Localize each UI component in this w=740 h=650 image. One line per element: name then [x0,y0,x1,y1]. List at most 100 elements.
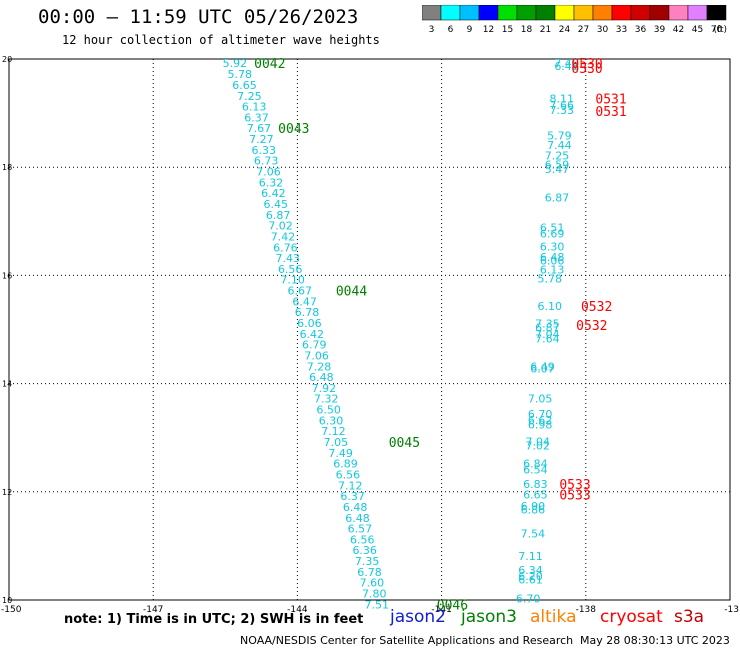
wave-height-value: 6.20 [518,570,543,583]
wave-height-value: 5.79 [547,129,572,142]
wave-height-value: 6.56 [336,468,361,481]
wave-height-value: 7.35 [355,555,380,568]
wave-height-value: 6.78 [357,566,382,579]
wave-height-value: 7.02 [268,220,293,233]
wave-height-value: 6.76 [273,241,298,254]
wave-height-value: 7.44 [547,139,572,152]
wave-height-value: 6.37 [244,111,269,124]
page-title: 00:00 – 11:59 UTC 05/26/2023 [38,6,359,28]
wave-height-value: 7.06 [304,349,329,362]
wave-height-value: 8.11 [550,92,575,105]
wave-height-value: 6.84 [523,458,548,471]
credit-text: NOAA/NESDIS Center for Satellite Applica… [240,634,574,647]
wave-height-value: 6.48 [309,371,334,384]
wave-height-value: 6.32 [259,176,284,189]
page-subtitle: 12 hour collection of altimeter wave hei… [62,33,380,47]
scale-tick-label: 6 [448,25,454,35]
wave-height-value: 7.25 [545,149,570,162]
wave-height-value: 6.48 [540,251,565,264]
scale-tick-label: 70 [711,25,723,35]
wave-height-value: 6.69 [540,228,565,241]
wave-height-value: 7.05 [528,393,553,406]
satellite-label-s3a: s3a [674,607,705,627]
wave-height-value: 6.98 [528,419,553,432]
wave-height-value: 7.46 [554,57,579,70]
scale-swatch [706,5,727,21]
scale-tick-label: 18 [521,25,533,35]
wave-height-value: 6.70 [528,408,553,421]
wave-height-value: 7.66 [550,99,575,112]
satellite-label-jason3: jason3 [461,607,517,627]
wave-height-value: 7.32 [314,393,339,406]
wave-height-value: 6.57 [348,523,373,536]
wave-height-value: 5.78 [538,273,563,286]
scale-tick-label: 21 [540,25,551,35]
x-tick-label: -150 [1,605,22,615]
wave-height-value: 6.48 [343,501,368,514]
wave-height-value: 6.36 [352,544,377,557]
wave-height-value: 6.54 [523,464,548,477]
y-tick-label: 14 [2,380,12,389]
wave-height-value: 5.78 [227,68,252,81]
satellite-label-jason2: jason2 [390,607,446,627]
wave-height-value: 6.59 [545,158,570,171]
wave-height-value: 6.47 [292,295,317,308]
x-tick-label: -13 [724,605,739,615]
wave-height-value: 7.04 [535,328,560,341]
wave-height-value: 7.92 [312,382,337,395]
wave-height-value: 6.13 [242,101,267,114]
wave-height-value: 7.43 [276,252,301,265]
wave-height-value: 6.65 [232,79,257,92]
wave-height-value: 7.12 [338,479,363,492]
wave-height-value: 6.45 [264,198,289,211]
wave-height-value: 6.86 [521,504,546,517]
wave-height-value: 7.06 [256,166,281,179]
scale-unit-label: (ft) [713,25,727,35]
scale-tick-label: 36 [635,25,647,35]
scale-tick-label: 33 [616,25,627,35]
wave-height-value: 7.33 [550,104,575,117]
wave-height-value: 6.34 [518,564,543,577]
wave-height-value: 5.92 [223,57,248,70]
wave-height-value: 7.27 [249,133,274,146]
wave-height-value: 7.10 [280,274,305,287]
wave-height-value: 6.62 [528,414,553,427]
wave-height-value: 6.30 [319,414,344,427]
wave-height-value: 7.12 [321,425,346,438]
track-number-label: 0045 [389,436,420,451]
wave-height-value: 6.06 [297,317,322,330]
track-number-label: 0532 [576,319,607,334]
wave-height-value: 7.67 [247,122,272,135]
wave-height-value: 6.70 [516,592,541,605]
wave-height-value: 6.07 [530,362,555,375]
track-number-label: 0046 [437,598,468,613]
wave-height-value: 7.28 [307,360,332,373]
wave-height-value: 6.79 [302,339,327,352]
wave-height-value: 7.25 [237,90,262,103]
scale-tick-label: 30 [597,25,609,35]
wave-height-color-scale: 3 6 9 12 15 18 21 24 27 30 33 36 39 42 45 70(ft) [422,5,727,35]
wave-height-value: 6.78 [295,306,320,319]
wave-height-value: 7.60 [360,577,385,590]
satellite-label-altika: altika [530,607,577,627]
plot-frame [8,58,731,601]
track-number-label: 0043 [278,122,309,137]
x-tick-label: -141 [431,605,451,615]
wave-height-value: 7.04 [525,435,550,448]
wave-height-value: 7.02 [525,439,550,452]
wave-height-value: 6.13 [540,263,565,276]
wave-height-value: 6.56 [278,263,303,276]
wave-height-value: 6.87 [545,191,570,204]
satellite-label-cryosat: cryosat [600,607,663,627]
scale-tick-label: 42 [673,25,684,35]
wave-height-value: 6.65 [523,489,548,502]
y-tick-label: 10 [2,596,12,605]
scale-tick-label: 12 [483,25,494,35]
wave-height-value: 6.33 [252,144,277,157]
track-number-label: 0532 [581,300,612,315]
x-tick-label: -138 [576,605,597,615]
wave-height-value: 7.80 [362,588,387,601]
track-number-label: 0533 [559,489,590,504]
scale-tick-label: 3 [429,25,435,35]
